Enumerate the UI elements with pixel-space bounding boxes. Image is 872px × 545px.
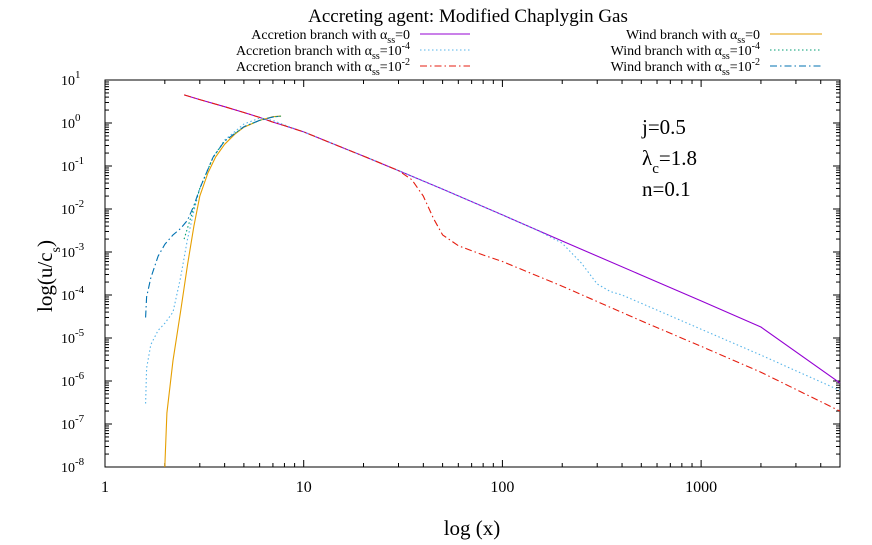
y-tick-label-base: 10: [61, 160, 75, 175]
y-tick-label-base: 10: [61, 418, 75, 433]
annotation-part: j=0.5: [641, 115, 686, 139]
annotation-part: λ: [642, 146, 653, 170]
y-tick-label-base: 10: [61, 74, 75, 89]
y-axis-label-base: log(u/c: [33, 252, 57, 311]
annotations: j=0.5λc=1.8n=0.1: [641, 115, 697, 201]
legend-label-mid: =10: [380, 44, 402, 59]
y-tick-label-exp: -4: [75, 284, 85, 296]
y-tick-label-exp: -3: [75, 241, 85, 253]
legend-label-sup: -2: [402, 57, 410, 68]
legend-label-pre: Accretion branch with α: [236, 44, 373, 59]
y-tick-label: 10-1: [61, 155, 84, 175]
annotation-part: c: [652, 161, 659, 177]
y-tick-label-exp: 0: [75, 112, 81, 124]
y-tick-label: 10-5: [61, 327, 85, 347]
legend-label-wind0: Wind branch with αss=0: [626, 28, 760, 46]
annotation-part: n=0.1: [642, 177, 691, 201]
legend-label-wind4: Wind branch with αss=10-4: [611, 41, 760, 62]
legend-label-sub: ss: [387, 35, 395, 46]
legend-label-acc2: Accretion branch with αss=10-2: [236, 57, 410, 78]
legend-label-mid: =0: [745, 28, 760, 43]
legend-label-acc0: Accretion branch with αss=0: [251, 28, 410, 46]
legend-label-pre: Wind branch with α: [611, 60, 723, 75]
y-axis-label-sub: s: [49, 247, 64, 252]
legend-label-sub: ss: [722, 67, 730, 78]
y-tick-label-base: 10: [61, 461, 75, 476]
y-tick-label-base: 10: [61, 246, 75, 261]
y-tick-label: 10-7: [61, 413, 85, 433]
y-tick-label: 10-4: [61, 284, 85, 304]
annotation-lambda: λc=1.8: [642, 146, 697, 177]
legend-label-mid: =0: [395, 28, 410, 43]
series-line-wind2: [145, 115, 282, 318]
y-tick-label: 10-6: [61, 370, 85, 390]
series-layer: [145, 94, 841, 468]
chart-title: Accreting agent: Modified Chaplygin Gas: [308, 6, 628, 27]
y-tick-label: 10-3: [61, 241, 85, 261]
y-tick-label-exp: -5: [75, 327, 85, 339]
annotation-n: n=0.1: [642, 177, 691, 201]
legend-label-sub: ss: [372, 51, 380, 62]
legend-label-sub: ss: [737, 35, 745, 46]
x-tick-label: 100: [490, 479, 514, 496]
legend-label-mid: =10: [730, 60, 752, 75]
plot-area: 1 10 100 100010110010-110-210-310-410-510-6…: [61, 69, 841, 496]
y-tick-label: 100: [61, 112, 81, 132]
y-tick-label: 10-2: [61, 198, 84, 218]
legend-label-sub: ss: [372, 67, 380, 78]
y-tick-label-base: 10: [61, 117, 75, 132]
series-line-acc0: [183, 94, 841, 384]
annotation-part: =1.8: [659, 146, 697, 170]
legend-label-mid: =10: [380, 60, 402, 75]
y-tick-label-exp: 1: [75, 69, 81, 81]
legend-label-sup: -2: [752, 57, 760, 68]
y-tick-label: 101: [61, 69, 81, 89]
legend-label-pre: Accretion branch with α: [251, 28, 388, 43]
y-tick-label-exp: -6: [75, 370, 85, 382]
y-tick-label-exp: -2: [75, 198, 84, 210]
legend-label-acc4: Accretion branch with αss=10-4: [236, 41, 410, 62]
x-tick-label: 1000: [685, 479, 717, 496]
legend-label-mid: =10: [730, 44, 752, 59]
x-tick-label: 10: [296, 479, 312, 496]
legend-label-pre: Accretion branch with α: [236, 60, 373, 75]
legend-label-sup: -4: [402, 41, 410, 52]
y-tick-label-exp: -7: [75, 413, 85, 425]
x-axis-label: log (x): [444, 516, 501, 540]
x-tick-label: 1: [101, 479, 109, 496]
y-tick-label-exp: -1: [75, 155, 84, 167]
series-line-acc2: [183, 94, 841, 412]
y-axis-label: log(u/cs): [33, 240, 64, 312]
legend-label-pre: Wind branch with α: [626, 28, 738, 43]
plot-frame: [104, 79, 841, 468]
legend-label-sup: -4: [752, 41, 760, 52]
y-tick-label-base: 10: [61, 203, 75, 218]
y-tick-label-base: 10: [61, 332, 75, 347]
y-tick-label-base: 10: [61, 289, 75, 304]
series-line-wind0: [164, 115, 282, 468]
series-line-acc4: [145, 117, 841, 404]
y-tick-label-base: 10: [61, 375, 75, 390]
y-tick-label-exp: -8: [75, 456, 85, 468]
legend-label-pre: Wind branch with α: [611, 44, 723, 59]
y-tick-label: 10-8: [61, 456, 85, 476]
legend-label-sub: ss: [722, 51, 730, 62]
annotation-j: j=0.5: [641, 115, 686, 139]
legend-label-wind2: Wind branch with αss=10-2: [611, 57, 760, 78]
y-axis-label-tail: ): [33, 240, 57, 247]
